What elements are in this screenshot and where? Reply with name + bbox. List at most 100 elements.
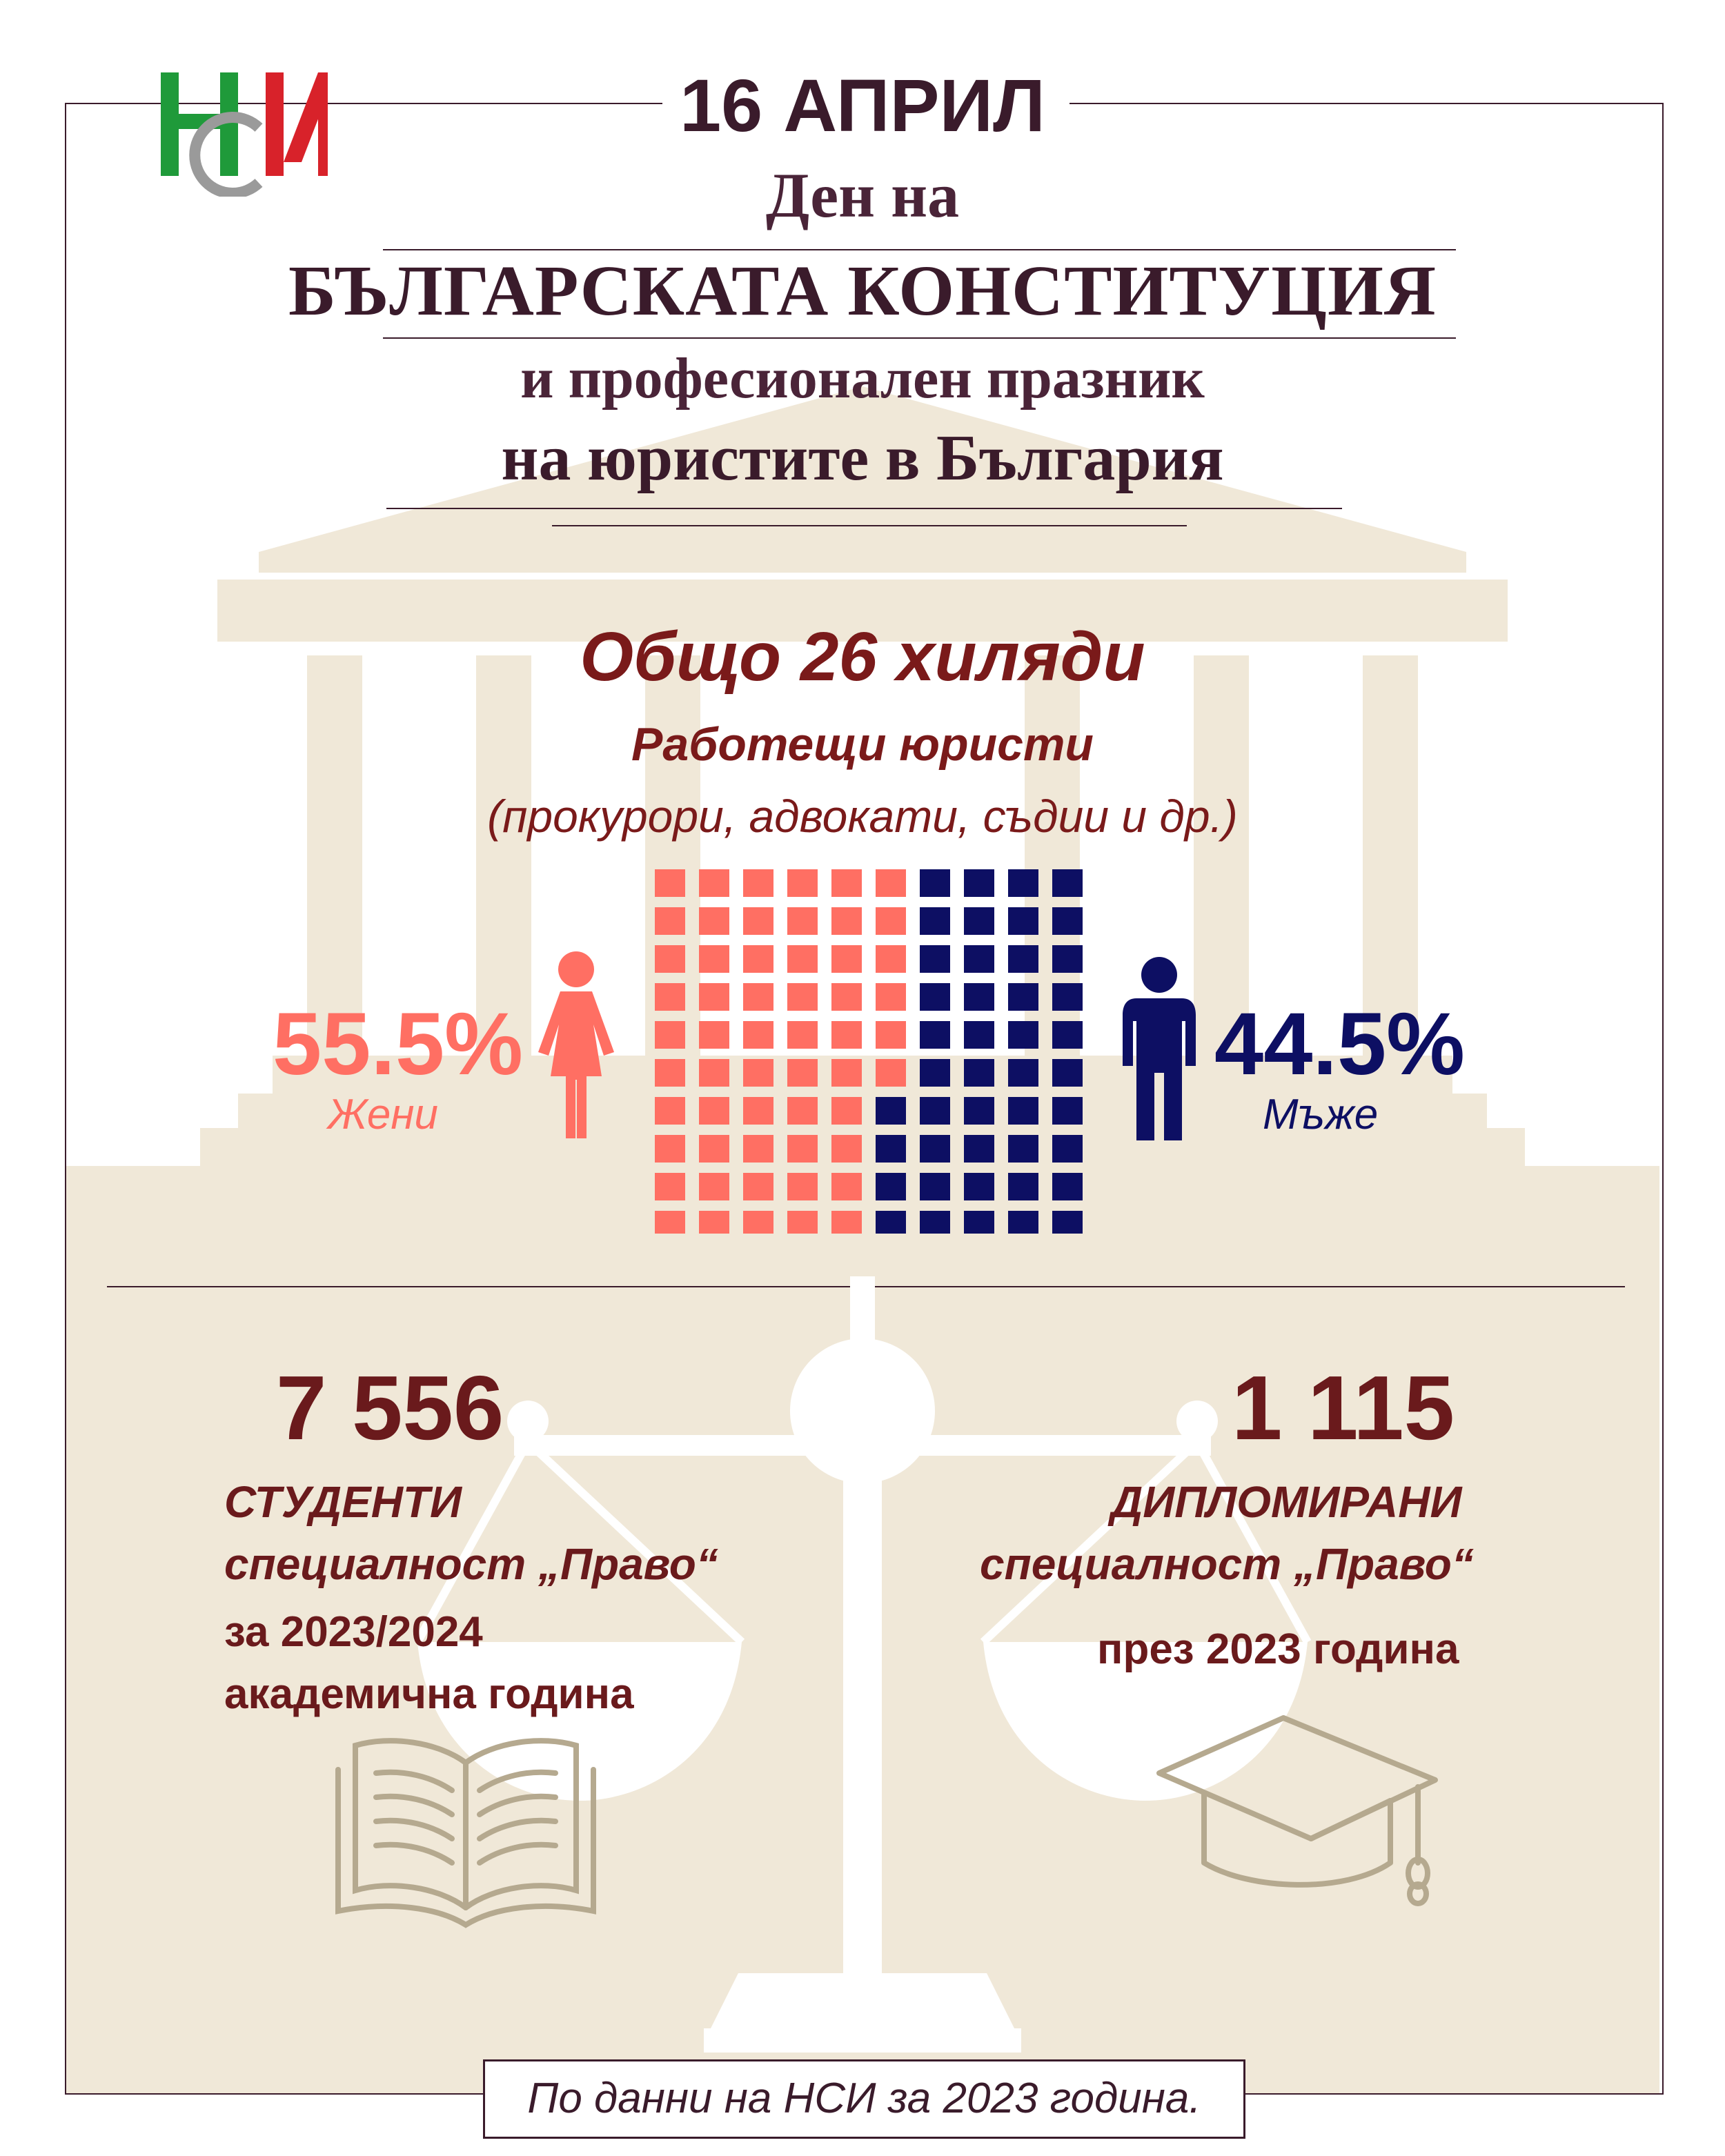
men-square [920,869,950,897]
women-square [876,869,906,897]
women-square [743,1059,773,1087]
men-square [1008,983,1038,1011]
men-square [920,1211,950,1234]
women-square [699,1173,729,1200]
women-square [743,907,773,935]
women-square [787,1059,818,1087]
women-square [655,1173,685,1200]
men-square [1052,1097,1083,1125]
day-on-heading: Ден на [765,160,960,230]
men-square [1052,945,1083,973]
women-square [699,869,729,897]
men-square [1008,1173,1038,1200]
women-square [831,1059,862,1087]
women-square [699,983,729,1011]
women-square [787,869,818,897]
men-square [964,1097,994,1125]
women-square [831,907,862,935]
men-square [1052,869,1083,897]
men-square [876,1211,906,1234]
students-specialty: специалност „Право“ [224,1539,718,1589]
women-square [831,869,862,897]
women-square [831,1097,862,1125]
holiday-line-2: на юристите в България [501,422,1224,494]
men-percentage: 44.5% [1214,995,1465,1094]
scales-of-justice-illustration [417,1276,1308,2053]
students-count: 7 556 [276,1357,504,1458]
graduation-cap-icon [1156,1715,1438,1906]
men-square [964,1059,994,1087]
graduates-specialty: специалност „Право“ [980,1539,1474,1589]
men-square [876,1135,906,1163]
women-square [787,1021,818,1049]
students-academic-year: академична година [224,1670,634,1718]
women-square [787,1097,818,1125]
book-icon [335,1738,596,1928]
total-headline: Общо 26 хиляди [580,618,1145,695]
women-square [787,1135,818,1163]
women-square [743,1211,773,1234]
women-square [876,983,906,1011]
women-square [655,1211,685,1234]
women-square [831,1211,862,1234]
date-heading: 16 АПРИЛ [680,63,1045,147]
nsi-logo [161,72,328,197]
men-square [876,1173,906,1200]
students-title: СТУДЕНТИ [224,1477,462,1527]
workers-label: Работещи юристи [631,718,1094,771]
women-square [699,1097,729,1125]
men-square [964,1211,994,1234]
source-note: По данни на НСИ за 2023 година. [483,2059,1245,2139]
women-square [655,983,685,1011]
men-square [964,907,994,935]
women-square [743,1097,773,1125]
men-square [1052,983,1083,1011]
women-square [699,945,729,973]
women-square [655,1021,685,1049]
men-square [1052,1021,1083,1049]
men-square [920,983,950,1011]
women-square [699,1059,729,1087]
women-square [787,1173,818,1200]
men-square [964,945,994,973]
women-square [876,907,906,935]
women-square [876,1021,906,1049]
women-square [831,983,862,1011]
women-square [655,1135,685,1163]
women-square [787,945,818,973]
man-icon [1123,957,1196,1140]
women-square [876,945,906,973]
women-square [743,1173,773,1200]
men-square [1008,1135,1038,1163]
women-square [787,983,818,1011]
women-square [831,945,862,973]
men-square [920,1059,950,1087]
students-year: за 2023/2024 [224,1608,483,1656]
women-square [699,1135,729,1163]
women-square [743,869,773,897]
constitution-heading: БЪЛГАРСКАТА КОНСТИТУЦИЯ [288,251,1437,330]
men-square [964,1173,994,1200]
women-percentage: 55.5% [273,995,523,1094]
men-square [876,1097,906,1125]
gender-square-grid [655,869,1083,1234]
women-square [655,1059,685,1087]
men-square [1008,1211,1038,1234]
men-square [1008,1059,1038,1087]
women-square [876,1059,906,1087]
workers-sublabel: (прокурори, адвокати, съдии и др.) [487,791,1238,842]
men-square [1052,1211,1083,1234]
women-square [787,907,818,935]
woman-icon [538,951,614,1138]
men-square [920,907,950,935]
graduates-title: ДИПЛОМИРАНИ [1111,1477,1462,1527]
men-square [1008,907,1038,935]
women-square [743,945,773,973]
men-square [1052,1173,1083,1200]
women-square [831,1135,862,1163]
women-square [699,907,729,935]
women-square [655,945,685,973]
holiday-line-1: и професионален празник [520,346,1205,411]
men-square [1008,869,1038,897]
